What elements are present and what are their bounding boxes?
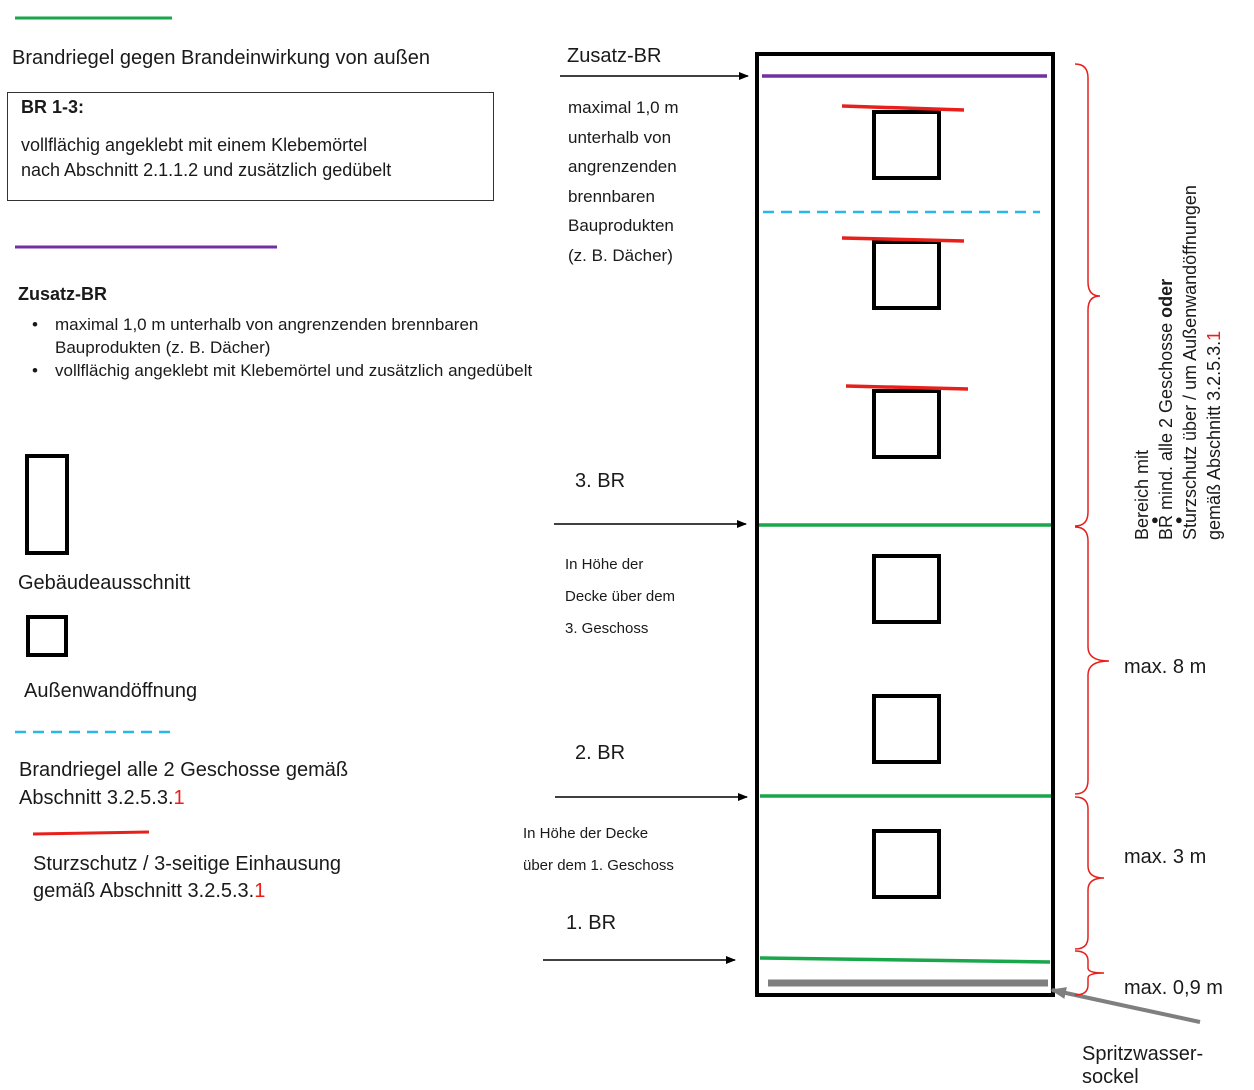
- window-opening: [872, 240, 941, 310]
- br13-title: BR 1-3:: [21, 97, 85, 117]
- brace-max-8m: [1074, 526, 1110, 795]
- side-line2: BR mind. alle 2 Geschosse oder: [1156, 278, 1176, 540]
- side-line3: Sturzschutz über / um Außenwandöffnungen: [1180, 185, 1200, 540]
- max-8m-label: max. 8 m: [1124, 656, 1207, 678]
- legend-br2g-line1: Brandriegel alle 2 Geschosse gemäß: [19, 759, 349, 781]
- bullet-icon: ●: [1175, 512, 1183, 527]
- window-opening: [872, 694, 941, 764]
- zusatz-br-label: Zusatz-BR: [567, 45, 662, 67]
- br2-label: 2. BR: [575, 742, 626, 764]
- legend-sturz-line1: Sturzschutz / 3-seitige Einhausung: [33, 853, 341, 875]
- side-line1: Bereich mit: [1132, 449, 1152, 540]
- side-line4: gemäß Abschnitt 3.2.5.3.1: [1204, 330, 1224, 540]
- sturzschutz-line: [845, 384, 969, 391]
- brace-max-3m: [1074, 796, 1105, 950]
- br2-note: In Höhe der Decke über dem 1. Geschoss: [523, 825, 674, 874]
- building-outline: [755, 52, 1055, 997]
- legend-br2g-line2: Abschnitt 3.2.5.3.1: [19, 787, 185, 809]
- bullet-icon: ●: [1151, 512, 1159, 527]
- max-0-9m-label: max. 0,9 m: [1124, 977, 1223, 999]
- legend-br-outside-label: Brandriegel gegen Brandeinwirkung von au…: [12, 47, 431, 69]
- sturzschutz-line: [841, 236, 965, 243]
- window-opening: [872, 110, 941, 180]
- legend-opening-symbol: [26, 615, 68, 657]
- sturzschutz-line: [841, 104, 965, 112]
- legend-opening-label: Außenwandöffnung: [24, 680, 198, 702]
- brace-max-0-9m: [1074, 950, 1105, 996]
- br1-line: [759, 956, 1051, 964]
- window-opening: [872, 389, 941, 459]
- side-note-rotated: Bereich mit BR mind. alle 2 Geschosse od…: [1130, 0, 1238, 540]
- brace-upper-zone: [1074, 63, 1101, 527]
- br3-note: In Höhe der Decke über dem 3. Geschoss: [565, 556, 676, 637]
- window-opening: [872, 554, 941, 624]
- br1-label: 1. BR: [566, 912, 617, 934]
- zusatz-br-note: maximal 1,0 m unterhalb von angrenzenden…: [568, 98, 679, 265]
- legend-building-label: Gebäudeausschnitt: [18, 572, 191, 594]
- list-item: maximal 1,0 m unterhalb von angrenzenden…: [18, 313, 532, 359]
- zusatz-br-list: maximal 1,0 m unterhalb von angrenzenden…: [18, 313, 532, 382]
- br13-line2: nach Abschnitt 2.1.1.2 und zusätzlich ge…: [21, 160, 392, 180]
- spritzwasser-label-line2: sockel: [1082, 1066, 1139, 1088]
- br13-line1: vollflächig angeklebt mit einem Klebemör…: [21, 135, 368, 155]
- legend-building-symbol: [25, 454, 69, 555]
- max-3m-label: max. 3 m: [1124, 846, 1207, 868]
- window-opening: [872, 829, 941, 899]
- br3-label: 3. BR: [575, 470, 626, 492]
- legend-sturz-line2: gemäß Abschnitt 3.2.5.3.1: [33, 880, 266, 902]
- zusatz-br-title: Zusatz-BR: [18, 284, 107, 304]
- spritzwasser-label-line1: Spritzwasser-: [1082, 1043, 1204, 1065]
- br13-info-box: [7, 92, 494, 201]
- list-item: vollflächig angeklebt mit Klebemörtel un…: [18, 359, 532, 382]
- legend-red-swatch: [32, 830, 150, 836]
